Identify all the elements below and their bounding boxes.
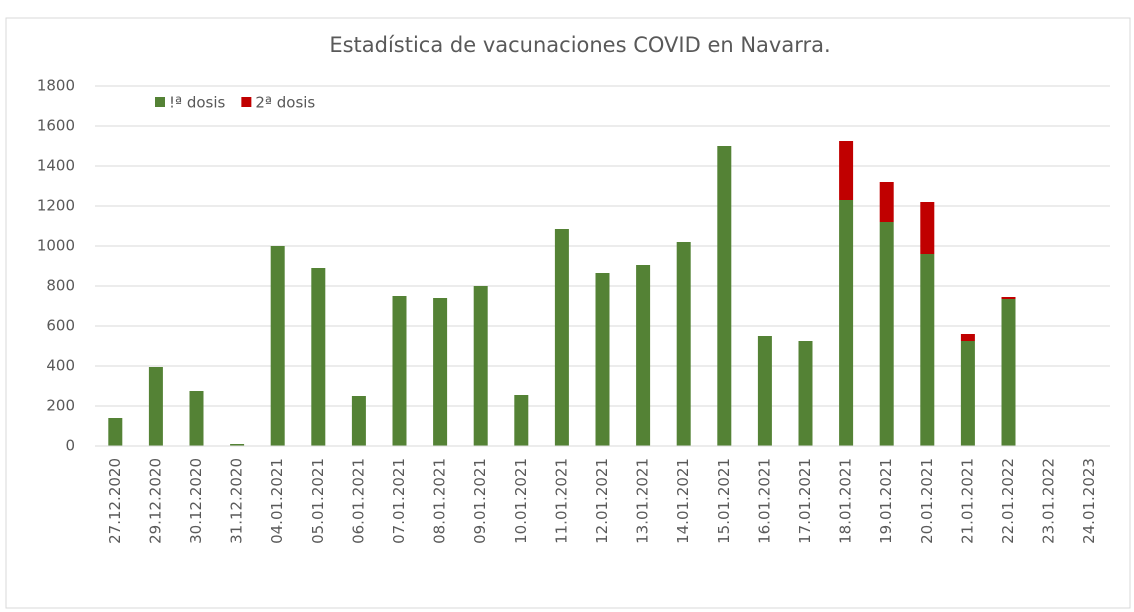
chart-title: Estadística de vacunaciones COVID en Nav… — [329, 33, 830, 57]
bar-segment — [879, 222, 894, 446]
x-tick-label: 18.01.2021 — [837, 458, 855, 544]
bar-segment — [839, 200, 854, 446]
y-tick-label: 200 — [46, 397, 75, 415]
x-tick-label: 14.01.2021 — [674, 458, 692, 544]
bar-segment — [514, 395, 529, 446]
x-tick-label: 29.12.2020 — [146, 458, 164, 544]
bar-segment — [392, 296, 407, 446]
bar-segment — [798, 341, 813, 446]
bar-segment — [595, 273, 610, 446]
legend-swatch — [155, 97, 165, 107]
legend-label: 2ª dosis — [255, 94, 315, 112]
bar-segment — [230, 444, 245, 446]
bar-segment — [879, 182, 894, 222]
x-tick-label: 15.01.2021 — [715, 458, 733, 544]
x-tick-label: 04.01.2021 — [268, 458, 286, 544]
x-tick-label: 07.01.2021 — [390, 458, 408, 544]
y-tick-label: 1400 — [37, 157, 75, 175]
x-tick-label: 05.01.2021 — [309, 458, 327, 544]
bar-segment — [676, 242, 691, 446]
bar-segment — [960, 334, 975, 341]
bar-segment — [920, 202, 935, 254]
y-tick-label: 1800 — [37, 77, 75, 95]
y-tick-label: 1000 — [37, 237, 75, 255]
y-tick-label: 1600 — [37, 117, 75, 135]
bar-segment — [920, 254, 935, 446]
x-tick-label: 09.01.2021 — [471, 458, 489, 544]
y-tick-label: 0 — [65, 437, 75, 455]
y-tick-label: 1200 — [37, 197, 75, 215]
x-tick-label: 08.01.2021 — [431, 458, 449, 544]
bar-segment — [351, 396, 366, 446]
x-tick-label: 16.01.2021 — [755, 458, 773, 544]
x-tick-label: 30.12.2020 — [187, 458, 205, 544]
bar-segment — [554, 229, 569, 446]
x-tick-label: 19.01.2021 — [877, 458, 895, 544]
bar-segment — [189, 391, 204, 446]
bar-segment — [148, 367, 163, 446]
bar-segment — [960, 341, 975, 446]
x-tick-label: 20.01.2021 — [918, 458, 936, 544]
legend-label: !ª dosis — [169, 94, 226, 112]
x-tick-label: 06.01.2021 — [349, 458, 367, 544]
x-tick-label: 17.01.2021 — [796, 458, 814, 544]
x-tick-label: 21.01.2021 — [958, 458, 976, 544]
bar-segment — [1001, 299, 1016, 446]
x-tick-label: 31.12.2020 — [228, 458, 246, 544]
bar-segment — [757, 336, 772, 446]
x-tick-label: 23.01.2022 — [1040, 458, 1058, 544]
bar-segment — [473, 286, 488, 446]
legend-swatch — [241, 97, 252, 107]
x-tick-label: 13.01.2021 — [634, 458, 652, 544]
x-tick-label: 10.01.2021 — [512, 458, 530, 544]
x-tick-label: 24.01.2023 — [1080, 458, 1098, 544]
x-tick-label: 22.01.2022 — [999, 458, 1017, 544]
bar-segment — [717, 146, 732, 446]
x-tick-label: 12.01.2021 — [593, 458, 611, 544]
bar-segment — [108, 418, 123, 446]
bar-segment — [311, 268, 326, 446]
y-tick-label: 600 — [46, 317, 75, 335]
bar-segment — [270, 246, 285, 446]
x-tick-label: 27.12.2020 — [106, 458, 124, 544]
bar-segment — [433, 298, 448, 446]
bar-segment — [636, 265, 651, 446]
bar-segment — [1001, 297, 1016, 299]
bar-segment — [839, 141, 854, 200]
y-tick-label: 400 — [46, 357, 75, 375]
x-tick-label: 11.01.2021 — [552, 458, 570, 544]
y-tick-label: 800 — [46, 277, 75, 295]
